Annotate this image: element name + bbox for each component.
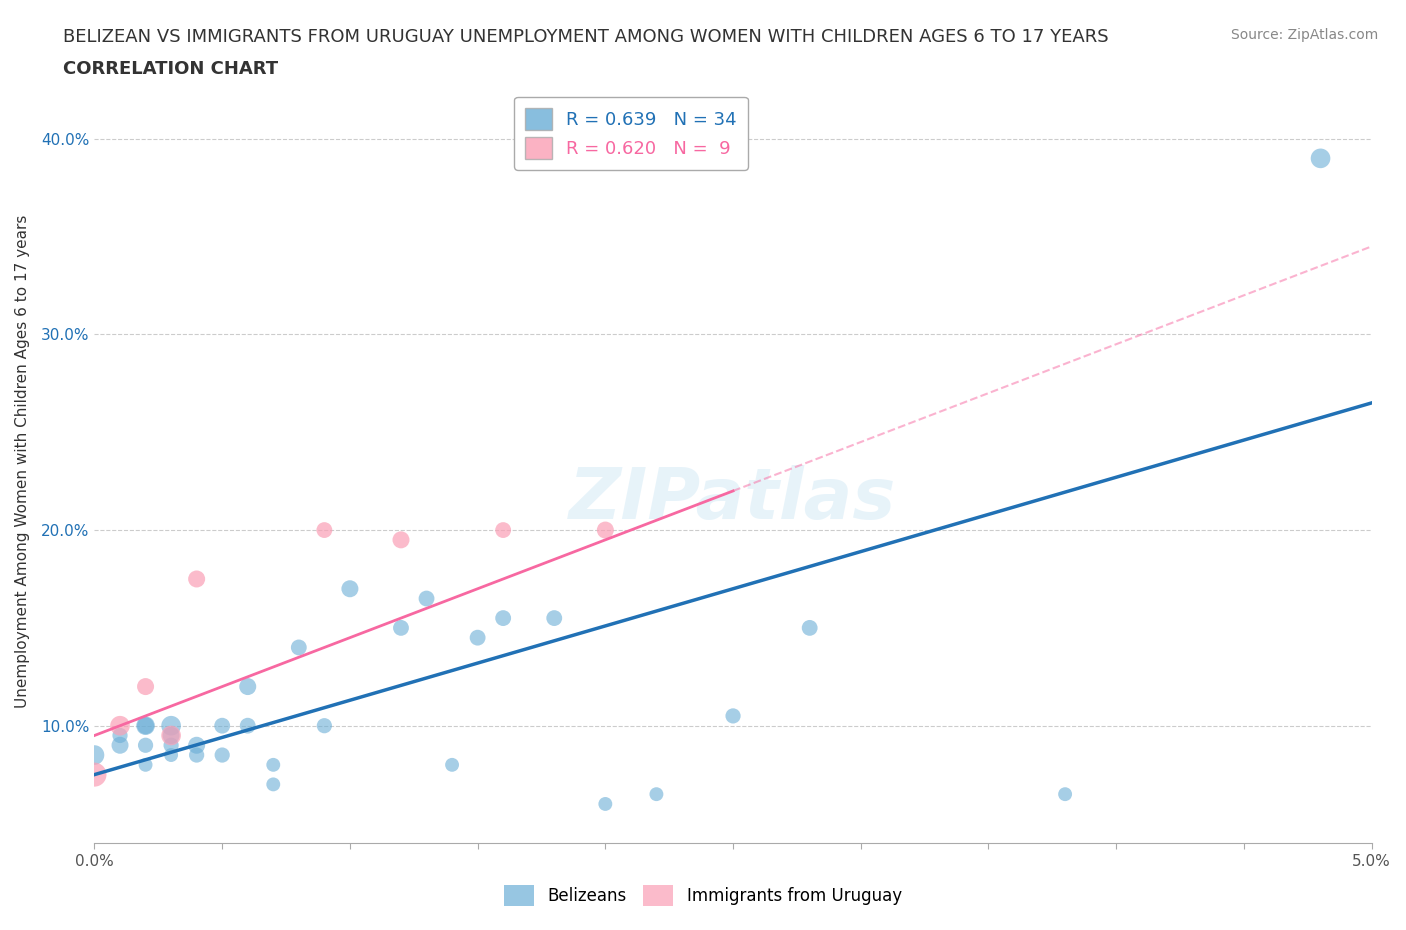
Legend: R = 0.639   N = 34, R = 0.620   N =  9: R = 0.639 N = 34, R = 0.620 N = 9 (515, 97, 748, 169)
Point (135, 737, 157, 752)
Point (262, 757, 284, 772)
Text: CORRELATION CHART: CORRELATION CHART (63, 60, 278, 78)
Point (314, 718, 336, 733)
Text: Source: ZipAtlas.com: Source: ZipAtlas.com (1230, 28, 1378, 42)
Point (186, 572, 208, 587)
Point (389, 620, 412, 635)
Point (135, 679, 157, 694)
Point (799, 620, 821, 635)
Point (339, 581, 361, 596)
Point (108, 728, 131, 743)
Point (415, 591, 437, 606)
Point (186, 748, 208, 763)
Point (288, 640, 311, 655)
Point (160, 728, 183, 743)
Point (721, 709, 744, 724)
Point (160, 728, 183, 743)
Point (543, 611, 565, 626)
Point (645, 787, 668, 802)
Point (160, 718, 183, 733)
Point (108, 718, 131, 733)
Point (595, 523, 617, 538)
Point (135, 718, 157, 733)
Point (1054, 787, 1077, 802)
Point (108, 737, 131, 752)
Point (83, 748, 105, 763)
Legend: Belizeans, Immigrants from Uruguay: Belizeans, Immigrants from Uruguay (498, 879, 908, 912)
Point (389, 532, 412, 547)
Text: BELIZEAN VS IMMIGRANTS FROM URUGUAY UNEMPLOYMENT AMONG WOMEN WITH CHILDREN AGES : BELIZEAN VS IMMIGRANTS FROM URUGUAY UNEM… (63, 28, 1109, 46)
Point (441, 757, 464, 772)
Point (135, 718, 157, 733)
Point (135, 757, 157, 772)
Point (595, 796, 617, 811)
Point (160, 737, 183, 752)
Point (211, 718, 233, 733)
Point (492, 611, 515, 626)
Point (467, 631, 489, 645)
Text: ZIPatlas: ZIPatlas (569, 465, 897, 534)
Point (236, 718, 259, 733)
Point (314, 523, 336, 538)
Point (186, 737, 208, 752)
Point (236, 679, 259, 694)
Point (492, 523, 515, 538)
Y-axis label: Unemployment Among Women with Children Ages 6 to 17 years: Unemployment Among Women with Children A… (15, 215, 30, 709)
Point (160, 748, 183, 763)
Point (262, 777, 284, 791)
Point (1309, 151, 1331, 166)
Point (211, 748, 233, 763)
Point (83, 767, 105, 782)
